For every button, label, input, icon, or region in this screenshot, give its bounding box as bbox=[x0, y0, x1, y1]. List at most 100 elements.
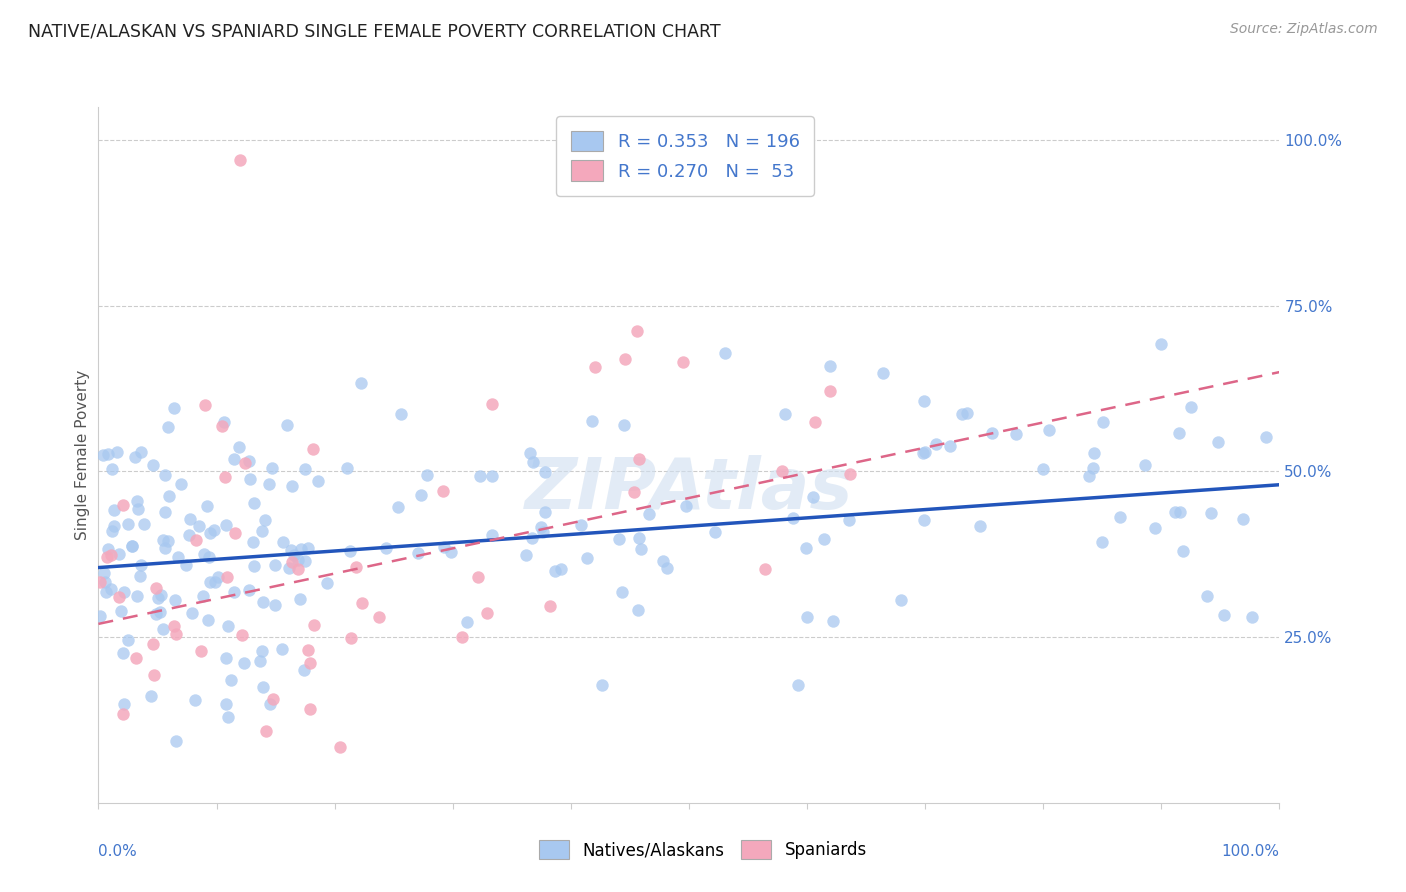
Text: 0.0%: 0.0% bbox=[98, 845, 138, 859]
Point bbox=[368, 610, 391, 624]
Point bbox=[283, 548, 305, 562]
Point bbox=[530, 520, 553, 534]
Point bbox=[132, 516, 155, 531]
Point bbox=[818, 359, 841, 374]
Point bbox=[232, 656, 254, 670]
Point bbox=[149, 588, 172, 602]
Point bbox=[522, 455, 544, 469]
Point bbox=[165, 734, 187, 748]
Point bbox=[100, 548, 122, 562]
Text: NATIVE/ALASKAN VS SPANIARD SINGLE FEMALE POVERTY CORRELATION CHART: NATIVE/ALASKAN VS SPANIARD SINGLE FEMALE… bbox=[28, 22, 721, 40]
Point bbox=[94, 574, 117, 589]
Point bbox=[1206, 434, 1229, 449]
Point bbox=[263, 558, 285, 572]
Point bbox=[142, 637, 165, 651]
Point bbox=[350, 376, 373, 391]
Point bbox=[657, 561, 679, 575]
Point bbox=[146, 591, 169, 606]
Point bbox=[980, 426, 1002, 441]
Point bbox=[242, 534, 264, 549]
Point bbox=[803, 491, 825, 505]
Point bbox=[1195, 589, 1218, 603]
Point bbox=[129, 558, 152, 573]
Point bbox=[796, 609, 818, 624]
Point bbox=[207, 569, 229, 583]
Point bbox=[374, 541, 396, 555]
Point bbox=[950, 408, 973, 422]
Point bbox=[519, 445, 541, 459]
Point bbox=[544, 564, 567, 578]
Point bbox=[238, 453, 260, 467]
Point bbox=[794, 541, 817, 555]
Point bbox=[450, 630, 472, 644]
Point bbox=[433, 541, 456, 555]
Point bbox=[93, 566, 115, 580]
Point bbox=[181, 606, 204, 620]
Point bbox=[243, 559, 266, 574]
Point bbox=[838, 513, 860, 527]
Point bbox=[1150, 336, 1173, 351]
Point bbox=[224, 525, 246, 540]
Point bbox=[531, 525, 554, 540]
Point bbox=[103, 519, 125, 533]
Point bbox=[302, 442, 325, 457]
Point bbox=[1164, 505, 1187, 519]
Point bbox=[218, 709, 240, 723]
Point bbox=[179, 512, 201, 526]
Point bbox=[481, 528, 503, 542]
Point bbox=[610, 585, 633, 599]
Point bbox=[969, 519, 991, 533]
Point bbox=[287, 553, 309, 567]
Point bbox=[638, 508, 661, 522]
Point bbox=[170, 477, 193, 491]
Point bbox=[198, 574, 221, 589]
Point bbox=[280, 479, 302, 493]
Point bbox=[297, 643, 319, 657]
Point bbox=[187, 519, 209, 533]
Point bbox=[271, 642, 294, 657]
Point bbox=[157, 489, 180, 503]
Point bbox=[252, 680, 274, 694]
Point bbox=[125, 651, 148, 665]
Point bbox=[1083, 446, 1105, 460]
Point bbox=[456, 615, 478, 629]
Point bbox=[145, 581, 167, 595]
Point bbox=[155, 541, 177, 555]
Point bbox=[299, 702, 322, 716]
Point bbox=[316, 576, 339, 591]
Point bbox=[111, 499, 134, 513]
Point bbox=[211, 418, 233, 433]
Point bbox=[96, 549, 118, 564]
Point bbox=[214, 415, 236, 429]
Point bbox=[156, 534, 179, 549]
Point bbox=[350, 596, 373, 610]
Point bbox=[1038, 423, 1060, 437]
Point bbox=[165, 626, 187, 640]
Point bbox=[754, 562, 776, 576]
Point bbox=[100, 582, 122, 596]
Point bbox=[1171, 544, 1194, 558]
Point bbox=[569, 518, 592, 533]
Point bbox=[219, 673, 242, 687]
Point bbox=[252, 595, 274, 609]
Point bbox=[167, 549, 190, 564]
Point bbox=[1213, 607, 1236, 622]
Point bbox=[534, 465, 557, 479]
Point bbox=[156, 420, 179, 434]
Point bbox=[627, 452, 650, 467]
Y-axis label: Single Female Poverty: Single Female Poverty bbox=[75, 370, 90, 540]
Point bbox=[1005, 426, 1028, 441]
Point bbox=[1232, 512, 1254, 526]
Point bbox=[152, 622, 174, 636]
Point bbox=[112, 706, 135, 721]
Point bbox=[1180, 400, 1202, 414]
Point bbox=[307, 474, 329, 488]
Point bbox=[264, 598, 287, 612]
Point bbox=[1241, 610, 1264, 624]
Point bbox=[839, 467, 862, 482]
Point bbox=[623, 484, 645, 499]
Point bbox=[229, 153, 252, 167]
Point bbox=[163, 593, 186, 607]
Point bbox=[550, 562, 572, 576]
Point bbox=[198, 526, 221, 541]
